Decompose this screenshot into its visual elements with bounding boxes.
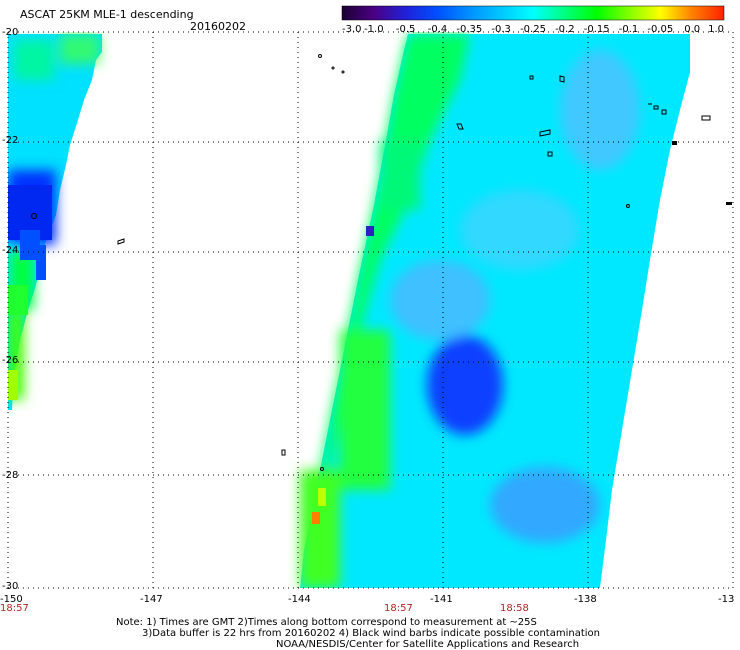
colorbar-gradient [341,5,725,21]
lat-lon-grid [7,31,734,589]
time-label: 18:58 [500,603,529,614]
x-tick-label: -150 [0,594,23,605]
x-axis-labels: -150 -147 -144 -141 -138 -13 [0,594,734,605]
x-tick-label: -141 [430,594,453,605]
left-swath [8,34,102,410]
colorbar-label: -0.25 [520,24,546,35]
time-label: 18:57 [384,603,413,614]
colorbar-label: -0.15 [584,24,610,35]
island-mark [726,202,732,205]
x-tick-label: -147 [140,594,163,605]
colorbar-label: -0.05 [647,24,673,35]
y-tick-label: -20 [2,27,18,38]
note-line-1: Note: 1) Times are GMT 2)Times along bot… [116,617,537,628]
colorbar-label: -0.2 [555,24,575,35]
map-title: ASCAT 25KM MLE-1 descending [20,8,194,21]
y-axis-labels: -20 -22 -24 -26 -28 -30 [2,27,18,592]
x-tick-label: -144 [288,594,311,605]
colorbar-label: 0.0 [684,24,700,35]
time-label: 18:57 [0,603,29,614]
y-tick-label: -22 [2,135,18,146]
colorbar-label: -0.3 [491,24,511,35]
map-date: 20160202 [190,20,246,33]
colorbar-label: -1.0 [364,24,384,35]
y-tick-label: -30 [2,581,18,592]
note-line-2: 3)Data buffer is 22 hrs from 20160202 4)… [142,628,600,639]
time-labels: 18:57 18:57 18:58 [0,603,529,614]
colorbar-label: -0.5 [396,24,416,35]
colorbar-label: -3.0 [342,24,362,35]
x-tick-label: -138 [574,594,597,605]
main-swath [300,34,690,588]
plot-area [8,34,690,588]
x-tick-label: -13 [718,594,734,605]
note-line-3: NOAA/NESDIS/Center for Satellite Applica… [276,639,579,650]
y-tick-label: -26 [2,355,18,366]
y-tick-label: -24 [2,245,18,256]
colorbar-label: -0.35 [456,24,482,35]
y-tick-label: -28 [2,470,18,481]
island-outlines [31,54,711,471]
colorbar-label: 1.0 [708,24,724,35]
colorbar-label: -0.4 [428,24,448,35]
colorbar: -3.0 -1.0 -0.5 -0.4 -0.35 -0.3 -0.25 -0.2 -0.15-… [341,5,725,35]
colorbar-label: -0.1 [619,24,639,35]
island-mark [672,141,677,145]
